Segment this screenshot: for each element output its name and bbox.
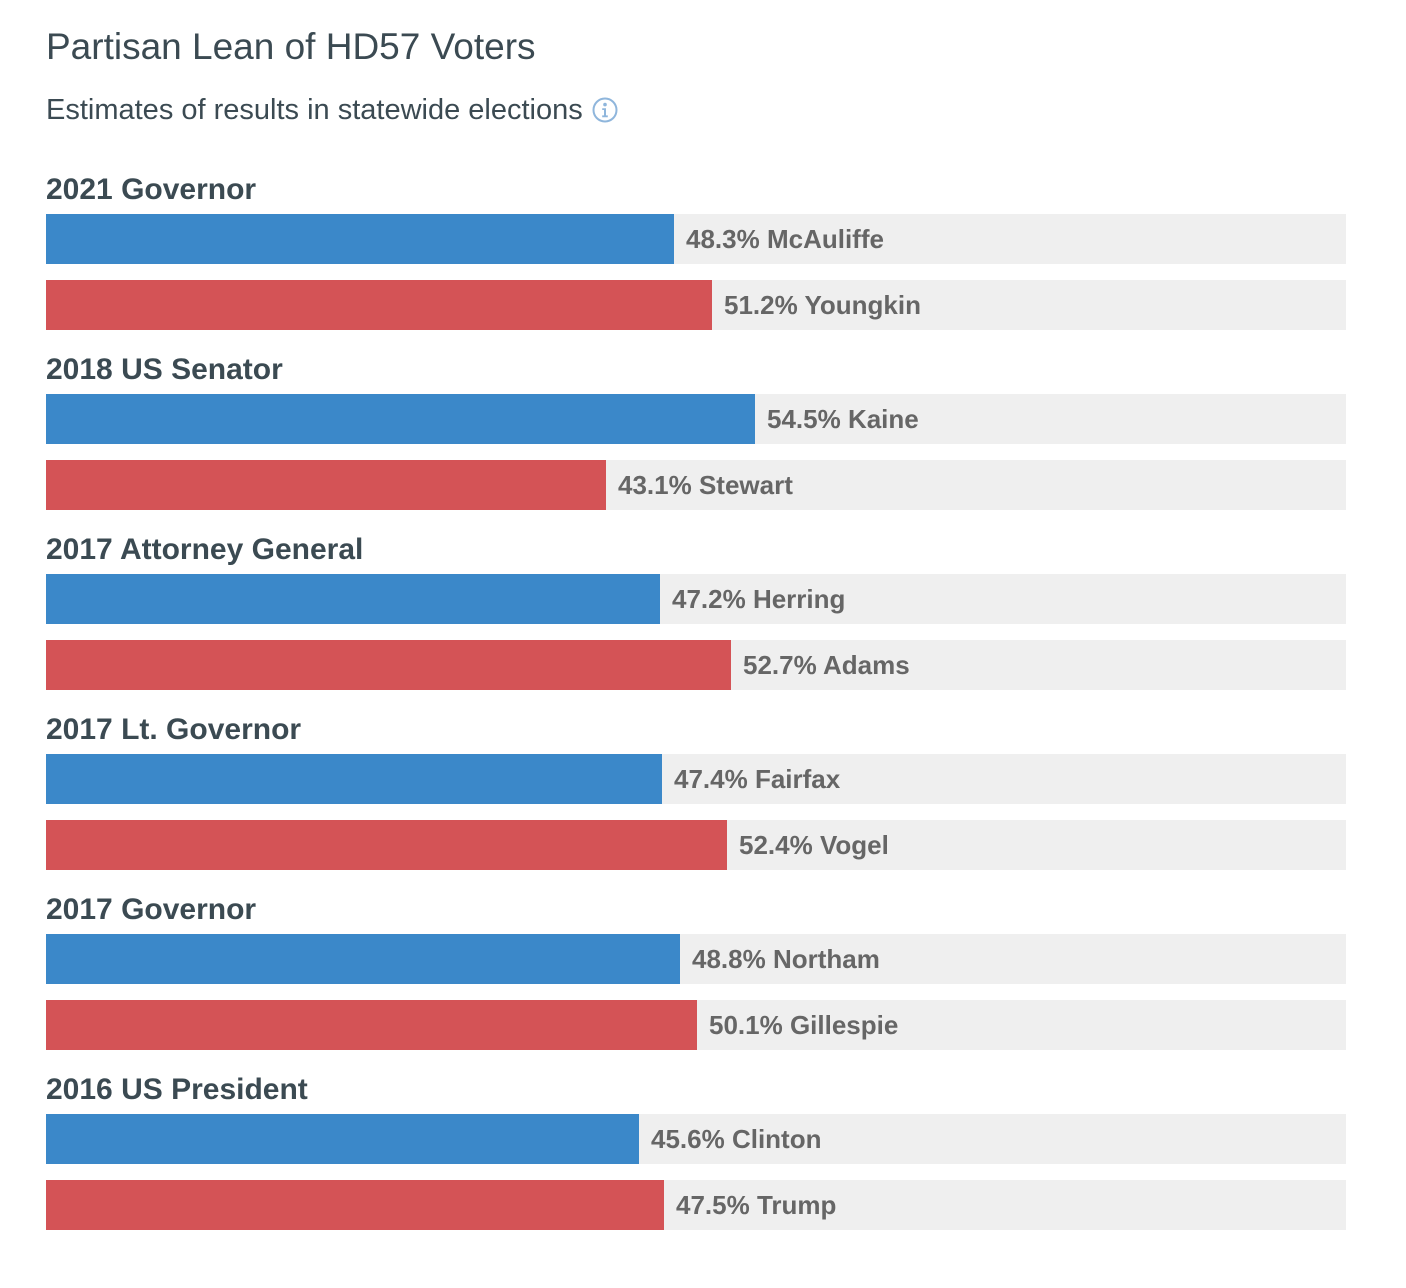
bar-value-label: 50.1% Gillespie	[709, 1010, 899, 1040]
bar-value-label: 43.1% Stewart	[618, 470, 793, 500]
rep-bar-track: 52.4% Vogel	[46, 820, 1346, 870]
bar-value-label: 52.7% Adams	[743, 650, 910, 680]
rep-bar-track: 52.7% Adams	[46, 640, 1346, 690]
dem-bar-track: 48.3% McAuliffe	[46, 214, 1346, 264]
bar-value-label: 52.4% Vogel	[739, 830, 889, 860]
race-group: 2021 Governor 48.3% McAuliffe 51.2% Youngk…	[46, 170, 1346, 350]
chart-title: Partisan Lean of HD57 Voters	[46, 26, 536, 67]
dem-bar-track: 47.2% Herring	[46, 574, 1346, 624]
rep-bar	[46, 1000, 697, 1050]
race-group: 2017 Attorney General 47.2% Herring 52.7% …	[46, 530, 1346, 710]
race-group: 2016 US President 45.6% Clinton 47.5% Trum…	[46, 1070, 1346, 1250]
race-title: 2017 Governor	[46, 893, 257, 926]
race-title: 2018 US Senator	[46, 353, 283, 386]
race-title: 2016 US President	[46, 1073, 308, 1106]
rep-bar-track: 51.2% Youngkin	[46, 280, 1346, 330]
info-icon[interactable]	[591, 96, 619, 124]
dem-bar-track: 47.4% Fairfax	[46, 754, 1346, 804]
rep-bar-track: 50.1% Gillespie	[46, 1000, 1346, 1050]
race-group: 2018 US Senator 54.5% Kaine 43.1% Stewart	[46, 350, 1346, 530]
dem-bar-track: 48.8% Northam	[46, 934, 1346, 984]
bar-value-label: 51.2% Youngkin	[724, 290, 921, 320]
rep-bar-track: 47.5% Trump	[46, 1180, 1346, 1230]
dem-bar-track: 54.5% Kaine	[46, 394, 1346, 444]
rep-bar-track: 43.1% Stewart	[46, 460, 1346, 510]
race-group: 2017 Lt. Governor 47.4% Fairfax 52.4% Voge…	[46, 710, 1346, 890]
race-title: 2021 Governor	[46, 173, 257, 206]
dem-bar	[46, 394, 755, 444]
dem-bar	[46, 934, 680, 984]
dem-bar	[46, 574, 660, 624]
bar-value-label: 48.8% Northam	[692, 944, 880, 974]
bar-value-label: 47.4% Fairfax	[674, 764, 841, 794]
rep-bar	[46, 1180, 664, 1230]
bar-value-label: 45.6% Clinton	[651, 1124, 822, 1154]
chart-subtitle: Estimates of results in statewide electi…	[46, 94, 583, 126]
race-title: 2017 Attorney General	[46, 533, 364, 566]
race-title: 2017 Lt. Governor	[46, 713, 302, 746]
rep-bar	[46, 820, 727, 870]
bar-groups: 2021 Governor 48.3% McAuliffe 51.2% Youngk…	[46, 170, 1346, 1250]
bar-value-label: 54.5% Kaine	[767, 404, 919, 434]
rep-bar	[46, 640, 731, 690]
race-group: 2017 Governor 48.8% Northam 50.1% Gillespi…	[46, 890, 1346, 1070]
bar-value-label: 47.2% Herring	[672, 584, 846, 614]
dem-bar	[46, 1114, 639, 1164]
bar-value-label: 47.5% Trump	[676, 1190, 837, 1220]
dem-bar	[46, 754, 662, 804]
chart-subtitle-row: Estimates of results in statewide electi…	[46, 92, 619, 128]
bar-value-label: 48.3% McAuliffe	[686, 224, 884, 254]
rep-bar	[46, 280, 712, 330]
rep-bar	[46, 460, 606, 510]
dem-bar	[46, 214, 674, 264]
dem-bar-track: 45.6% Clinton	[46, 1114, 1346, 1164]
